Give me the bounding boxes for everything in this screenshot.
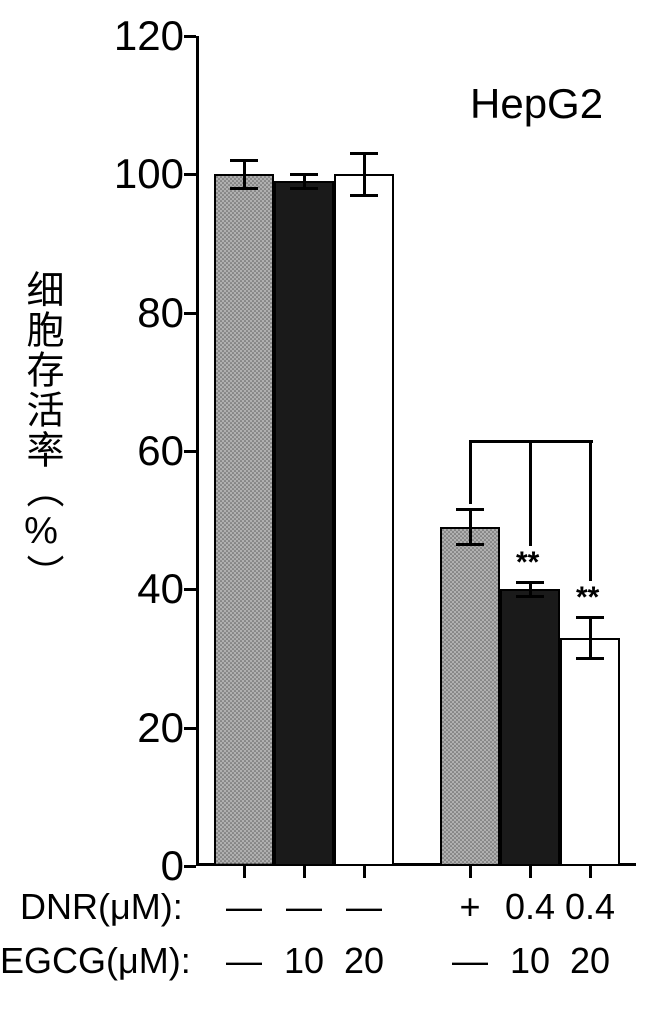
bar bbox=[560, 638, 620, 866]
x-row1-label: DNR(μM): bbox=[20, 886, 183, 928]
y-tick bbox=[184, 312, 196, 315]
y-tick bbox=[184, 450, 196, 453]
y-tick bbox=[184, 35, 196, 38]
x-tick bbox=[303, 866, 306, 878]
error-bar-cap bbox=[456, 543, 484, 546]
x-tick-label: 10 bbox=[274, 940, 334, 982]
error-bar-cap bbox=[230, 159, 258, 162]
y-tick-label: 0 bbox=[110, 842, 184, 890]
y-tick bbox=[184, 865, 196, 868]
error-bar-cap bbox=[350, 194, 378, 197]
x-tick-label: 20 bbox=[334, 940, 394, 982]
y-tick-label: 120 bbox=[110, 12, 184, 60]
chart-title: HepG2 bbox=[470, 80, 603, 128]
significance-marker: ** bbox=[576, 581, 599, 615]
error-bar-cap bbox=[576, 616, 604, 619]
x-tick bbox=[589, 866, 592, 878]
error-bar-cap bbox=[290, 173, 318, 176]
x-tick bbox=[243, 866, 246, 878]
x-tick-label: 20 bbox=[560, 940, 620, 982]
bar bbox=[440, 527, 500, 866]
bracket-line bbox=[470, 440, 593, 443]
x-tick-label: 10 bbox=[500, 940, 560, 982]
error-bar-cap bbox=[456, 508, 484, 511]
error-bar-stem bbox=[589, 617, 592, 659]
bar bbox=[500, 589, 560, 866]
chart-container: 细胞存活率（%） 0 20 40 60 80 100 120 HepG2 ** ** DNR(… bbox=[0, 0, 664, 1016]
bar bbox=[334, 174, 394, 866]
chart-title-text: HepG2 bbox=[470, 80, 603, 127]
error-bar-cap bbox=[290, 187, 318, 190]
error-bar-cap bbox=[350, 152, 378, 155]
x-tick bbox=[529, 866, 532, 878]
x-tick-label: — bbox=[440, 940, 500, 982]
x-tick bbox=[363, 866, 366, 878]
x-tick-label: 0.4 bbox=[560, 886, 620, 928]
error-bar-cap bbox=[576, 657, 604, 660]
bar bbox=[274, 181, 334, 866]
y-tick-label: 100 bbox=[110, 150, 184, 198]
y-axis-label-text: 细胞存活率（%） bbox=[20, 270, 62, 594]
y-tick bbox=[184, 588, 196, 591]
x-tick-label: — bbox=[214, 886, 274, 928]
bracket-line bbox=[589, 440, 592, 581]
x-tick bbox=[469, 866, 472, 878]
y-tick bbox=[184, 727, 196, 730]
y-tick-label: 40 bbox=[110, 565, 184, 613]
y-tick-label: 60 bbox=[110, 427, 184, 475]
bar bbox=[214, 174, 274, 866]
error-bar-cap bbox=[516, 595, 544, 598]
x-tick-label: 0.4 bbox=[500, 886, 560, 928]
bracket-line bbox=[469, 440, 472, 504]
significance-marker: ** bbox=[516, 546, 539, 580]
bracket-line bbox=[529, 440, 532, 546]
x-tick-label: — bbox=[334, 886, 394, 928]
error-bar-cap bbox=[230, 187, 258, 190]
x-row2-label-text: EGCG(μM): bbox=[0, 940, 191, 981]
y-tick-label: 20 bbox=[110, 704, 184, 752]
error-bar-stem bbox=[363, 154, 366, 196]
error-bar-stem bbox=[469, 510, 472, 545]
error-bar-stem bbox=[243, 161, 246, 189]
y-axis-label: 细胞存活率（%） bbox=[22, 270, 60, 594]
y-tick-label: 80 bbox=[110, 289, 184, 337]
x-tick-label: — bbox=[214, 940, 274, 982]
error-bar-cap bbox=[516, 581, 544, 584]
x-row2-label: EGCG(μM): bbox=[0, 940, 191, 982]
x-tick-label: + bbox=[440, 886, 500, 928]
axis-left bbox=[196, 36, 199, 866]
x-tick-label: — bbox=[274, 886, 334, 928]
x-row1-label-text: DNR(μM): bbox=[20, 886, 183, 927]
y-tick bbox=[184, 173, 196, 176]
